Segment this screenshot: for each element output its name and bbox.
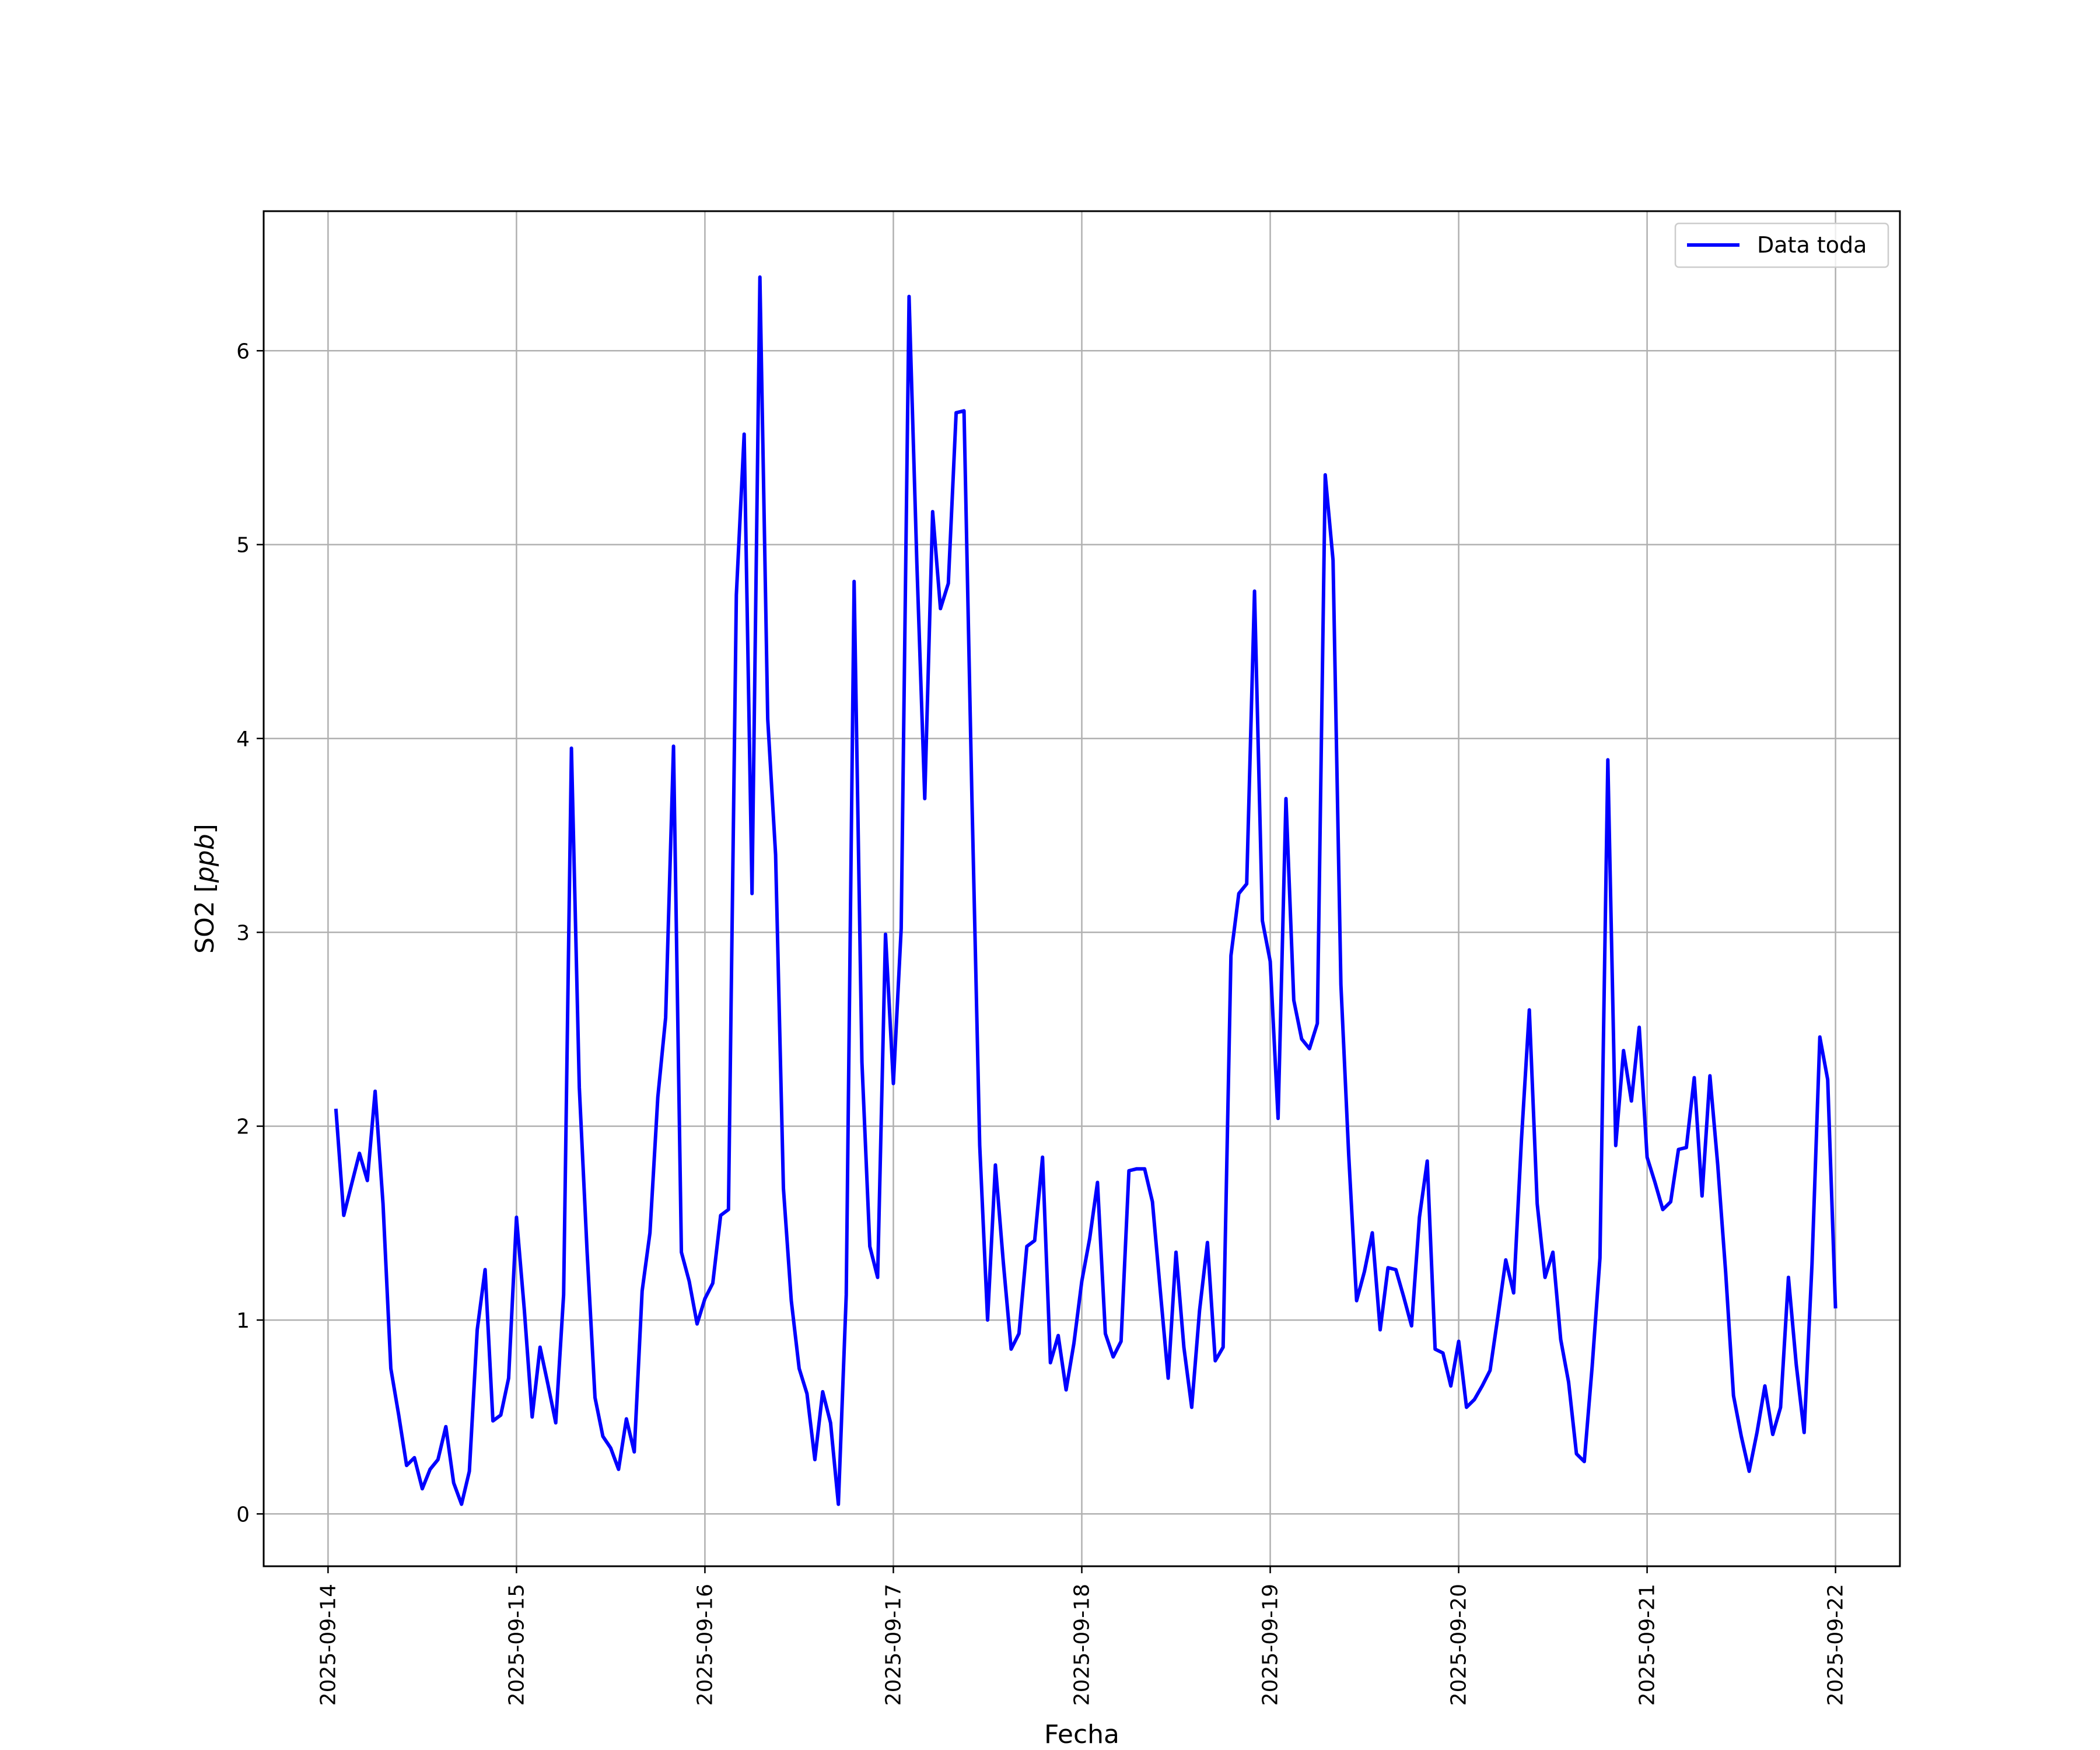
ticks-layer: 0 1 2 3 4 5 6 2025-09-14 2025-09-15 2025-09-16 202… [236, 340, 1848, 1706]
x-tick-label: 2025-09-22 [1824, 1584, 1848, 1706]
y-tick-label: 0 [236, 1503, 250, 1527]
legend-label-data-toda: Data toda [1757, 232, 1867, 258]
legend-box [1674, 222, 1889, 268]
y-tick-label: 1 [236, 1309, 250, 1333]
plot-frame [262, 210, 1901, 1567]
y-axis-label-close: ] [190, 824, 220, 834]
x-tick-label: 2025-09-14 [316, 1584, 340, 1706]
x-tick-label: 2025-09-17 [881, 1584, 905, 1706]
series-layer [334, 275, 1838, 1506]
legend: Data toda [1674, 222, 1889, 268]
x-axis-label: Fecha [1044, 1720, 1119, 1749]
y-axis-label: SO2 [ppb] [190, 824, 220, 954]
y-axis-label-main: SO2 [ [190, 883, 220, 954]
y-tick-label: 4 [236, 727, 250, 751]
y-axis-label-unit: ppb [190, 834, 220, 883]
x-tick-label: 2025-09-18 [1070, 1584, 1094, 1706]
x-tick-label: 2025-09-21 [1636, 1584, 1660, 1706]
x-tick-label: 2025-09-15 [505, 1584, 528, 1706]
y-tick-label: 2 [236, 1115, 250, 1139]
y-tick-label: 5 [236, 534, 250, 558]
y-tick-label: 6 [236, 340, 250, 363]
series-line-data-toda [334, 275, 1838, 1506]
x-tick-label: 2025-09-19 [1259, 1584, 1283, 1706]
x-tick-label: 2025-09-16 [693, 1584, 717, 1706]
x-tick-label: 2025-09-20 [1447, 1584, 1471, 1706]
y-tick-label: 3 [236, 921, 250, 945]
